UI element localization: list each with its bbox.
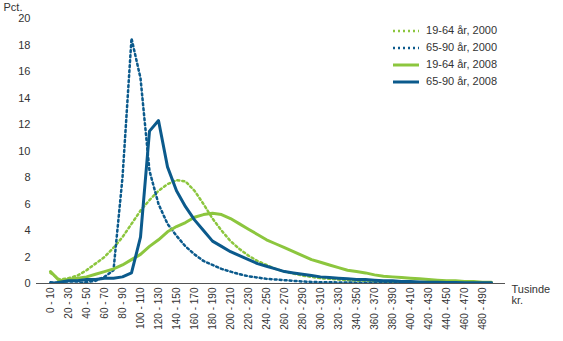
svg-text:240 - 250: 240 - 250 xyxy=(261,287,272,330)
html-text:19-64 år, 2000: 19-64 år, 2000 xyxy=(426,24,497,36)
svg-text:180 - 190: 180 - 190 xyxy=(207,287,218,330)
svg-text:18: 18 xyxy=(18,39,30,51)
svg-text:Tusindekr.: Tusindekr. xyxy=(512,283,551,306)
svg-text:300 - 310: 300 - 310 xyxy=(315,287,326,330)
html-text:65-90 år, 2008: 65-90 år, 2008 xyxy=(426,75,497,87)
svg-text:6: 6 xyxy=(24,198,30,210)
svg-text:220 - 230: 220 - 230 xyxy=(243,287,254,330)
svg-text:80 - 90: 80 - 90 xyxy=(117,287,128,319)
svg-text:10: 10 xyxy=(18,145,30,157)
svg-text:380 - 390: 380 - 390 xyxy=(387,287,398,330)
svg-text:100 - 110: 100 - 110 xyxy=(135,287,146,329)
svg-text:60 - 70: 60 - 70 xyxy=(99,287,110,319)
svg-text:320 - 330: 320 - 330 xyxy=(333,287,344,330)
svg-text:260 - 270: 260 - 270 xyxy=(279,287,290,330)
svg-text:12: 12 xyxy=(18,118,30,130)
svg-text:480 - 490: 480 - 490 xyxy=(477,287,488,330)
svg-text:16: 16 xyxy=(18,65,30,77)
svg-text:120 - 130: 120 - 130 xyxy=(153,287,164,330)
svg-text:20 - 30: 20 - 30 xyxy=(63,287,74,319)
svg-text:4: 4 xyxy=(24,224,30,236)
svg-text:200 - 210: 200 - 210 xyxy=(225,287,236,330)
svg-text:280 - 290: 280 - 290 xyxy=(297,287,308,330)
svg-text:0 - 10: 0 - 10 xyxy=(45,287,56,313)
svg-text:40 - 50: 40 - 50 xyxy=(81,287,92,319)
svg-text:440 - 450: 440 - 450 xyxy=(441,287,452,330)
html-text:19-64 år, 2008: 19-64 år, 2008 xyxy=(426,58,497,70)
svg-text:8: 8 xyxy=(24,171,30,183)
svg-text:2: 2 xyxy=(24,251,30,263)
svg-text:400 - 410: 400 - 410 xyxy=(405,287,416,330)
svg-text:0: 0 xyxy=(24,277,30,289)
svg-text:460 - 470: 460 - 470 xyxy=(459,287,470,330)
svg-text:420 - 430: 420 - 430 xyxy=(423,287,434,330)
svg-text:14: 14 xyxy=(18,92,30,104)
svg-text:140 - 150: 140 - 150 xyxy=(171,287,182,330)
svg-text:20: 20 xyxy=(18,12,30,24)
svg-text:360 - 370: 360 - 370 xyxy=(369,287,380,330)
svg-text:Pct.: Pct. xyxy=(4,1,23,13)
html-text:65-90 år, 2000: 65-90 år, 2000 xyxy=(426,41,497,53)
svg-text:340 - 350: 340 - 350 xyxy=(351,287,362,330)
svg-text:160 - 170: 160 - 170 xyxy=(189,287,200,330)
